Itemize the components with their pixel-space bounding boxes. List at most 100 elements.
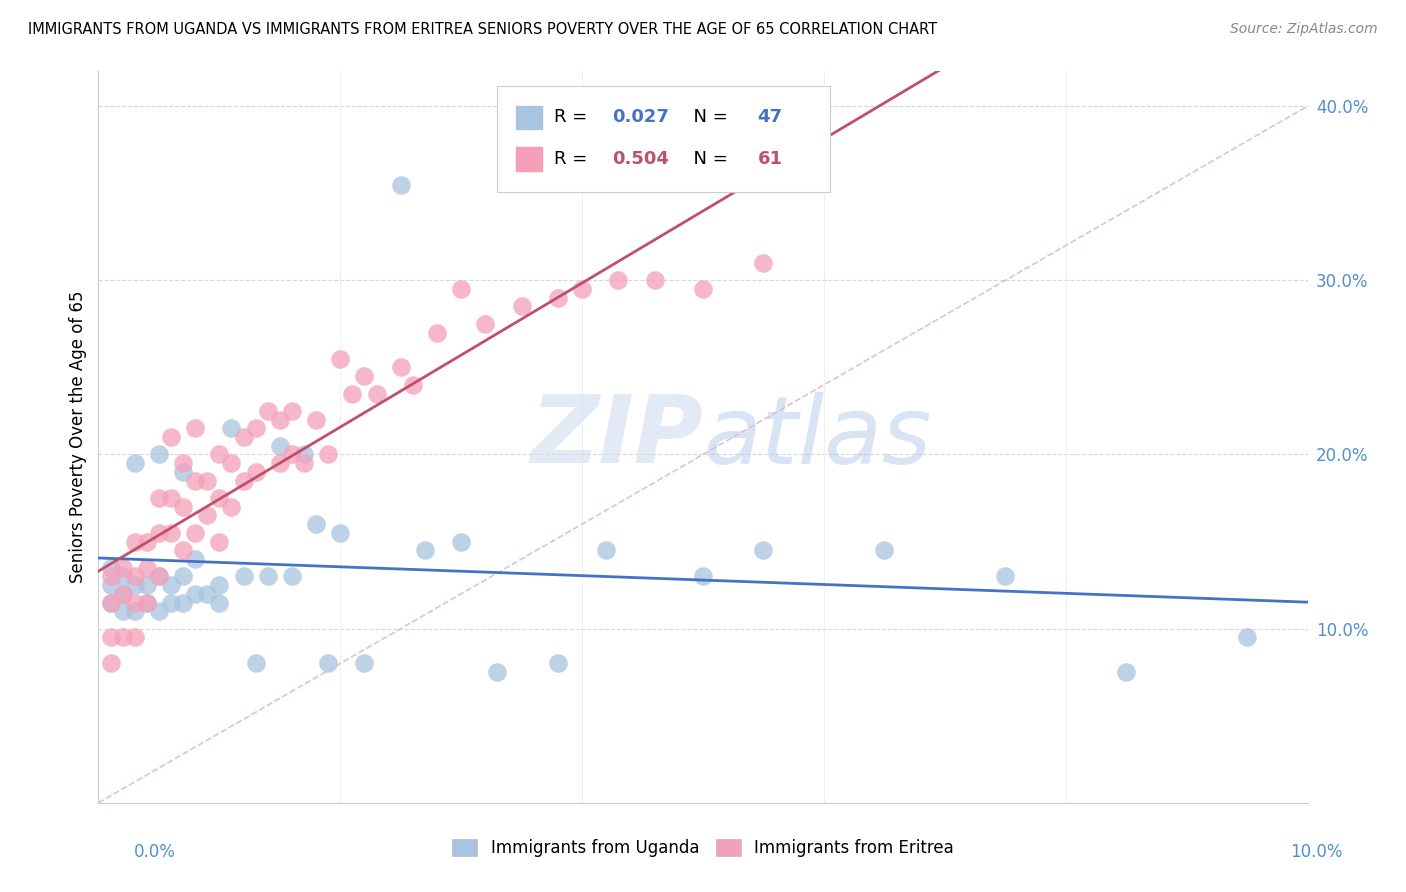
Point (232, 430, 254, 444)
Point (160, 491, 183, 505)
Point (208, 534, 231, 549)
Point (172, 543, 194, 558)
Point (353, 369, 375, 384)
Bar (516, 106, 543, 129)
Point (342, 386, 364, 401)
Point (269, 456, 291, 470)
Bar (516, 147, 543, 171)
Point (486, 665, 509, 680)
Point (111, 569, 134, 583)
Point (692, 569, 714, 583)
Point (111, 604, 134, 618)
Point (510, 300, 533, 314)
Point (389, 360, 412, 375)
Point (426, 326, 449, 340)
Point (547, 291, 569, 305)
Point (752, 543, 775, 558)
Text: N =: N = (682, 109, 734, 127)
Point (195, 474, 218, 488)
Point (245, 657, 267, 671)
Point (172, 465, 194, 479)
Point (245, 465, 267, 479)
Point (100, 560, 122, 574)
Point (135, 534, 157, 549)
Point (124, 578, 146, 592)
Point (184, 421, 207, 435)
Text: 0.504: 0.504 (613, 150, 669, 168)
Point (692, 282, 714, 296)
Point (124, 595, 146, 609)
Point (148, 525, 170, 540)
Point (124, 604, 146, 618)
Point (100, 595, 122, 609)
Point (208, 595, 231, 609)
Point (100, 657, 122, 671)
Point (148, 569, 170, 583)
Point (281, 448, 304, 462)
Point (644, 273, 666, 287)
Point (111, 560, 134, 574)
Point (195, 587, 218, 601)
Point (305, 412, 328, 426)
Text: N =: N = (682, 150, 734, 168)
Text: R =: R = (554, 109, 593, 127)
Point (100, 595, 122, 609)
Point (100, 631, 122, 645)
Point (184, 474, 207, 488)
Point (172, 595, 194, 609)
Point (148, 491, 170, 505)
Point (111, 587, 134, 601)
Point (571, 282, 593, 296)
Point (994, 569, 1017, 583)
Point (413, 543, 436, 558)
Point (366, 386, 388, 401)
FancyBboxPatch shape (498, 86, 830, 192)
Point (135, 560, 157, 574)
Point (316, 657, 339, 671)
Point (281, 569, 304, 583)
Point (124, 569, 146, 583)
Text: 0.027: 0.027 (613, 109, 669, 127)
Point (329, 351, 352, 366)
Point (232, 474, 254, 488)
Point (402, 377, 425, 392)
Point (292, 456, 315, 470)
Point (595, 543, 617, 558)
Point (100, 578, 122, 592)
Point (232, 569, 254, 583)
Point (135, 578, 157, 592)
Text: atlas: atlas (703, 392, 931, 483)
Text: 10.0%: 10.0% (1291, 843, 1343, 861)
Point (281, 404, 304, 418)
Point (1115, 665, 1137, 680)
Point (111, 587, 134, 601)
Point (353, 657, 375, 671)
Point (208, 578, 231, 592)
Point (389, 178, 412, 192)
Text: 0.0%: 0.0% (134, 843, 176, 861)
Point (269, 439, 291, 453)
Point (316, 448, 339, 462)
Point (305, 517, 328, 532)
Point (329, 525, 352, 540)
Point (100, 569, 122, 583)
Point (752, 256, 775, 270)
Point (195, 508, 218, 523)
Point (450, 282, 472, 296)
Point (474, 317, 496, 331)
Point (607, 273, 630, 287)
Point (160, 595, 183, 609)
Point (208, 491, 231, 505)
Point (160, 525, 183, 540)
Point (256, 569, 278, 583)
Point (172, 456, 194, 470)
Point (160, 578, 183, 592)
Point (184, 587, 207, 601)
Text: Source: ZipAtlas.com: Source: ZipAtlas.com (1230, 22, 1378, 37)
Point (292, 448, 315, 462)
Point (184, 525, 207, 540)
Y-axis label: Seniors Poverty Over the Age of 65: Seniors Poverty Over the Age of 65 (69, 291, 87, 583)
Point (172, 569, 194, 583)
Point (269, 412, 291, 426)
Point (245, 421, 267, 435)
